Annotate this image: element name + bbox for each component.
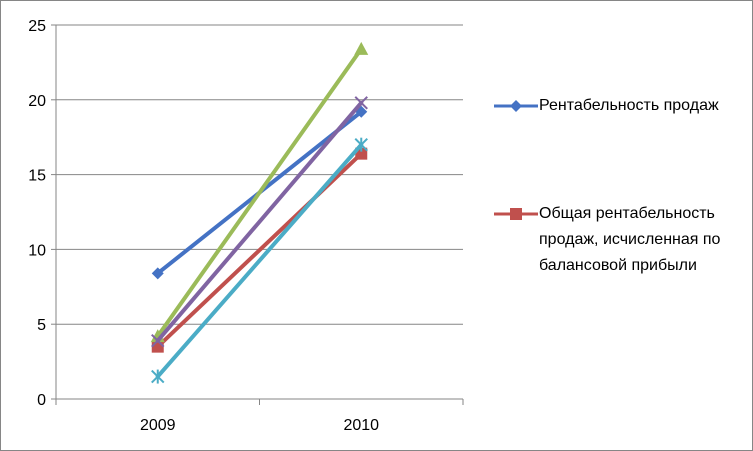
series-3-point-2010 [354,41,369,55]
y-tick-label-15: 15 [28,168,46,185]
legend-key-series-1 [494,100,538,112]
x-tick-labels: 2009 2010 [140,417,379,434]
y-tick-label-0: 0 [37,392,46,409]
series-3 [150,41,369,343]
series-5-point-2009 [151,369,165,384]
series-group [150,41,369,384]
series-5 [151,137,368,384]
y-tick-label-5: 5 [37,317,46,334]
gridlines [56,24,463,325]
series-1-point-2009 [151,267,164,280]
series-5-line [155,142,364,379]
legend-key-series-2 [494,208,538,220]
x-tick-label-2010: 2010 [343,417,379,434]
series-4 [151,96,368,348]
y-tick-label-20: 20 [28,93,46,110]
series-5-point-2010 [354,137,368,152]
y-tick-labels: 0 5 10 15 20 25 [28,18,46,409]
y-tick-label-25: 25 [28,18,46,35]
series-4-point-2009 [151,333,165,348]
legend-label-series-1: Рентабельность продаж [539,97,719,114]
legend-item-series-2: Общая рентабельность продаж, исчисленная… [493,201,749,279]
y-tick-label-10: 10 [28,242,46,259]
legend-label-series-2: Общая рентабельность продаж, исчисленная… [539,205,721,274]
axes [51,24,464,405]
legend: Рентабельность продаж Общая рентабельнос… [493,93,749,279]
series-4-point-2010 [354,96,368,110]
legend-item-series-1: Рентабельность продаж [493,93,749,119]
x-tick-label-2009: 2009 [140,417,176,434]
series-4-line [155,100,364,343]
series-3-line [155,46,364,339]
